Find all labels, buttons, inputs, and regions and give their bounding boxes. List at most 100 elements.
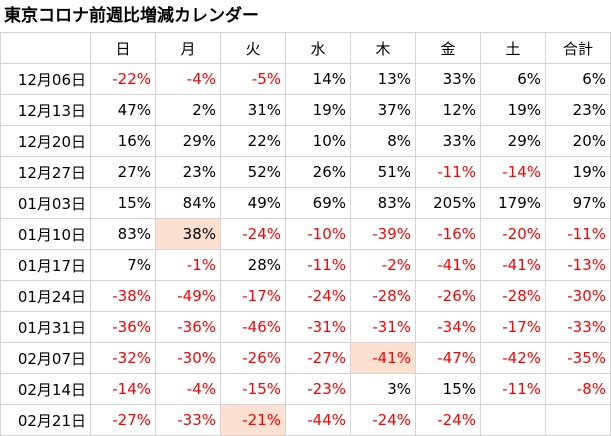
value-cell[interactable]: 22% <box>220 125 286 157</box>
value-cell[interactable] <box>480 404 546 436</box>
value-cell[interactable]: -38% <box>90 280 156 312</box>
row-date-cell[interactable]: 12月27日 <box>0 156 91 188</box>
row-date-cell[interactable]: 02月14日 <box>0 373 91 405</box>
value-cell[interactable]: -32% <box>90 342 156 374</box>
value-cell[interactable]: 49% <box>220 187 286 219</box>
value-cell[interactable]: -15% <box>220 373 286 405</box>
value-cell[interactable]: 6% <box>480 63 546 95</box>
row-date-cell[interactable]: 12月13日 <box>0 94 91 126</box>
value-cell[interactable]: 2% <box>155 94 221 126</box>
value-cell[interactable]: 51% <box>350 156 416 188</box>
value-cell[interactable]: -42% <box>480 342 546 374</box>
value-cell[interactable]: -24% <box>350 404 416 436</box>
value-cell[interactable]: -30% <box>545 280 611 312</box>
value-cell[interactable]: -4% <box>155 63 221 95</box>
header-fri[interactable]: 金 <box>415 32 481 64</box>
value-cell[interactable]: -1% <box>155 249 221 281</box>
value-cell[interactable]: -49% <box>155 280 221 312</box>
header-thu[interactable]: 木 <box>350 32 416 64</box>
value-cell[interactable]: -26% <box>220 342 286 374</box>
value-cell[interactable]: -23% <box>285 373 351 405</box>
value-cell[interactable]: -34% <box>415 311 481 343</box>
value-cell[interactable]: -24% <box>285 280 351 312</box>
value-cell[interactable]: -27% <box>90 404 156 436</box>
corner-cell[interactable] <box>0 32 91 64</box>
value-cell[interactable]: 15% <box>90 187 156 219</box>
value-cell[interactable]: 14% <box>285 63 351 95</box>
value-cell[interactable]: -24% <box>220 218 286 250</box>
value-cell[interactable]: -31% <box>350 311 416 343</box>
value-cell[interactable]: -41% <box>350 342 416 374</box>
value-cell[interactable]: 37% <box>350 94 416 126</box>
value-cell[interactable]: 27% <box>90 156 156 188</box>
value-cell[interactable]: 52% <box>220 156 286 188</box>
value-cell[interactable]: 6% <box>545 63 611 95</box>
value-cell[interactable]: -41% <box>480 249 546 281</box>
value-cell[interactable]: 19% <box>480 94 546 126</box>
value-cell[interactable]: 69% <box>285 187 351 219</box>
value-cell[interactable]: -13% <box>545 249 611 281</box>
value-cell[interactable]: -5% <box>220 63 286 95</box>
header-sat[interactable]: 土 <box>480 32 546 64</box>
value-cell[interactable]: 8% <box>350 125 416 157</box>
value-cell[interactable]: -4% <box>155 373 221 405</box>
value-cell[interactable]: -22% <box>90 63 156 95</box>
value-cell[interactable]: -17% <box>480 311 546 343</box>
value-cell[interactable]: 15% <box>415 373 481 405</box>
value-cell[interactable]: 83% <box>90 218 156 250</box>
value-cell[interactable]: 84% <box>155 187 221 219</box>
value-cell[interactable]: -11% <box>545 218 611 250</box>
value-cell[interactable]: 23% <box>155 156 221 188</box>
value-cell[interactable]: 19% <box>285 94 351 126</box>
header-mon[interactable]: 月 <box>155 32 221 64</box>
value-cell[interactable]: -16% <box>415 218 481 250</box>
value-cell[interactable]: 31% <box>220 94 286 126</box>
header-wed[interactable]: 水 <box>285 32 351 64</box>
value-cell[interactable]: 29% <box>480 125 546 157</box>
value-cell[interactable]: -20% <box>480 218 546 250</box>
value-cell[interactable]: 97% <box>545 187 611 219</box>
value-cell[interactable]: -27% <box>285 342 351 374</box>
header-total[interactable]: 合計 <box>545 32 611 64</box>
value-cell[interactable]: -33% <box>545 311 611 343</box>
value-cell[interactable]: 16% <box>90 125 156 157</box>
value-cell[interactable]: 28% <box>220 249 286 281</box>
value-cell[interactable]: -30% <box>155 342 221 374</box>
row-date-cell[interactable]: 01月10日 <box>0 218 91 250</box>
value-cell[interactable]: 205% <box>415 187 481 219</box>
value-cell[interactable]: -11% <box>285 249 351 281</box>
value-cell[interactable]: 13% <box>350 63 416 95</box>
value-cell[interactable]: 3% <box>350 373 416 405</box>
value-cell[interactable]: -31% <box>285 311 351 343</box>
value-cell[interactable]: -28% <box>350 280 416 312</box>
value-cell[interactable]: -14% <box>90 373 156 405</box>
value-cell[interactable]: -14% <box>480 156 546 188</box>
value-cell[interactable]: 10% <box>285 125 351 157</box>
value-cell[interactable]: 29% <box>155 125 221 157</box>
row-date-cell[interactable]: 12月20日 <box>0 125 91 157</box>
value-cell[interactable]: 26% <box>285 156 351 188</box>
value-cell[interactable]: -11% <box>480 373 546 405</box>
value-cell[interactable] <box>545 404 611 436</box>
value-cell[interactable]: -2% <box>350 249 416 281</box>
value-cell[interactable]: 33% <box>415 63 481 95</box>
value-cell[interactable]: -35% <box>545 342 611 374</box>
value-cell[interactable]: 12% <box>415 94 481 126</box>
value-cell[interactable]: -26% <box>415 280 481 312</box>
row-date-cell[interactable]: 02月07日 <box>0 342 91 374</box>
value-cell[interactable]: -11% <box>415 156 481 188</box>
value-cell[interactable]: 23% <box>545 94 611 126</box>
value-cell[interactable]: -17% <box>220 280 286 312</box>
row-date-cell[interactable]: 12月06日 <box>0 63 91 95</box>
value-cell[interactable]: 33% <box>415 125 481 157</box>
value-cell[interactable]: 19% <box>545 156 611 188</box>
value-cell[interactable]: 47% <box>90 94 156 126</box>
value-cell[interactable]: -47% <box>415 342 481 374</box>
value-cell[interactable]: -44% <box>285 404 351 436</box>
row-date-cell[interactable]: 01月31日 <box>0 311 91 343</box>
value-cell[interactable]: 179% <box>480 187 546 219</box>
header-sun[interactable]: 日 <box>90 32 156 64</box>
value-cell[interactable]: 20% <box>545 125 611 157</box>
value-cell[interactable]: -36% <box>155 311 221 343</box>
value-cell[interactable]: -8% <box>545 373 611 405</box>
